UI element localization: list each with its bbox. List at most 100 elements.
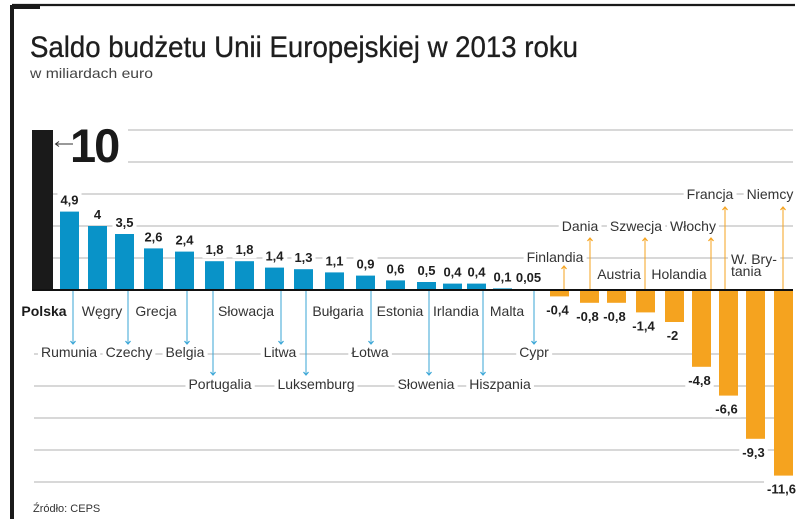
value-label-slowenia: 0,5 [417, 263, 435, 278]
value-label-w-brytania: -9,3 [742, 445, 764, 460]
category-label-dania: Dania [562, 218, 599, 234]
arrowhead-icon [480, 371, 486, 376]
value-label-bg [232, 241, 257, 259]
category-label-bg [102, 343, 156, 361]
labels: 10 Polska 4,9 Rumunia 4 Węgry 3,5 Czechy 2,6 Grec… [21, 119, 796, 497]
bar-portugalia [205, 261, 224, 290]
arrowhead-icon [531, 340, 537, 345]
bar-wlochy [692, 290, 711, 367]
value-label-bg [739, 443, 768, 461]
value-label-rumunia: 4,9 [60, 193, 78, 208]
value-label-bg [712, 400, 741, 418]
value-label-luksemburg: 1,3 [294, 250, 312, 265]
bar-bulgaria [325, 272, 344, 290]
bar-wegry [88, 226, 107, 290]
category-label-bg [260, 343, 300, 361]
category-label-w-brytania-line-2: tania [731, 263, 762, 279]
bar-szwecja [636, 290, 655, 313]
leader-arrows [54, 141, 786, 376]
value-label-bg [440, 263, 466, 281]
arrowhead-icon [426, 371, 432, 376]
value-label-bulgaria: 1,1 [325, 253, 343, 268]
arrowhead-icon [780, 206, 786, 211]
value-label-bg [90, 206, 105, 223]
value-label-bg [322, 252, 347, 270]
category-label-polska: Polska [21, 303, 66, 319]
category-label-bg [162, 343, 208, 361]
value-label-francja: -6,6 [715, 402, 737, 417]
arrowhead-icon [210, 371, 216, 376]
value-label-wegry: 4 [94, 207, 102, 222]
value-label-bg [600, 307, 629, 325]
category-label-bulgaria: Bułgaria [312, 303, 364, 319]
value-label-bg [490, 268, 515, 286]
arrowhead-icon [708, 237, 714, 242]
bar-polska [32, 130, 53, 290]
value-label-bg [262, 247, 288, 265]
category-label-bg [486, 302, 528, 320]
value-label-bg [663, 327, 682, 344]
value-label-bg [543, 301, 573, 319]
arrowhead-icon [184, 340, 190, 345]
category-label-bg [214, 302, 278, 320]
arrowhead-icon [368, 340, 374, 345]
value-label-slowacja: 1,8 [235, 242, 253, 257]
bar-holandia [665, 290, 684, 322]
category-label-litwa: Litwa [264, 344, 297, 360]
value-label-bg [141, 228, 166, 246]
category-label-holandia: Holandia [651, 266, 706, 282]
category-label-slowacja: Słowacja [218, 303, 274, 319]
category-label-austria: Austria [597, 266, 641, 282]
category-label-slowenia: Słowenia [398, 376, 455, 392]
frame-corner [10, 5, 40, 519]
bar-francja [719, 290, 738, 396]
category-label-bg [274, 375, 358, 393]
arrowhead-icon [278, 340, 284, 345]
value-label-bg [112, 214, 137, 231]
category-label-wegry: Węgry [82, 303, 122, 319]
value-label-holandia: -2 [667, 328, 679, 343]
category-label-bg [683, 185, 737, 203]
value-label-polska: 10 [70, 119, 119, 172]
bar-estonia [386, 280, 405, 290]
bar-slowenia [417, 282, 436, 290]
category-label-bg [523, 248, 587, 266]
value-label-bg [414, 262, 439, 279]
value-label-belgia: 2,4 [175, 233, 194, 248]
arrowhead-icon [70, 340, 76, 345]
frame-border [10, 3, 795, 519]
bar-austria [607, 290, 626, 303]
category-label-belgia: Belgia [166, 344, 205, 360]
category-label-francja: Francja [687, 186, 734, 202]
value-label-portugalia: 1,8 [205, 242, 223, 257]
value-label-bg [629, 317, 659, 335]
category-label-lotwa: Łotwa [351, 344, 389, 360]
arrowhead-icon [642, 237, 648, 242]
category-label-bg [667, 217, 719, 235]
category-label-bg [606, 217, 666, 235]
category-label-bg [37, 343, 101, 361]
bar-grecja [144, 248, 163, 290]
value-label-grecja: 2,6 [144, 229, 162, 244]
bar-irlandia [443, 283, 462, 290]
category-label-portugalia: Portugalia [188, 376, 251, 392]
arrowhead-icon [125, 340, 131, 345]
category-label-grecja: Grecja [135, 303, 176, 319]
category-label-hiszpania: Hiszpania [469, 376, 531, 392]
category-label-bg [430, 302, 483, 320]
value-label-szwecja: -1,4 [632, 318, 655, 333]
bar-slowacja [235, 261, 254, 290]
category-label-szwecja: Szwecja [610, 218, 662, 234]
category-label-bg [394, 375, 458, 393]
category-label-w-brytania-line-1: W. Bry- [731, 251, 777, 267]
bar-czechy [115, 234, 134, 290]
category-label-bg [594, 265, 644, 283]
category-label-bg [728, 262, 765, 280]
category-label-wlochy: Włochy [670, 218, 716, 234]
value-label-bg [172, 231, 198, 249]
arrowhead-icon [722, 206, 728, 211]
bar-niemcy [774, 290, 793, 476]
chart-title: Saldo budżetu Unii Europejskiej w 2013 r… [30, 31, 578, 64]
